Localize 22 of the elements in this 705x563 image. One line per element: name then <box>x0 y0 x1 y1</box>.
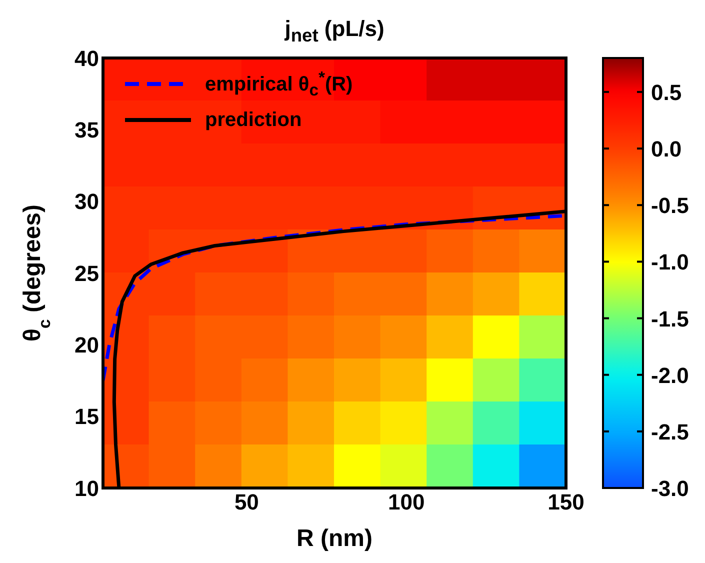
y-tick-label: 15 <box>74 404 99 430</box>
x-tick-label: 50 <box>234 490 259 515</box>
color-bar-label: -2.0 <box>651 362 689 388</box>
color-bar-label: -0.5 <box>651 193 689 218</box>
color-bar-label: -3.0 <box>651 476 689 501</box>
x-axis-title: R (nm) <box>296 525 372 552</box>
legend-label: prediction <box>205 108 302 132</box>
y-tick-label: 35 <box>74 117 99 142</box>
color-bar-label: 0.0 <box>651 136 682 162</box>
chart-title: j$_{net}$ (pL/s) <box>283 16 386 46</box>
y-tick-label: 25 <box>74 260 99 286</box>
y-tick-label: 20 <box>74 332 99 358</box>
legend-label: empirical θ$_{c}$$^{*}$(R) <box>205 68 353 100</box>
color-bar-label: -1.0 <box>651 250 689 275</box>
color-bar-label: -2.5 <box>651 419 689 444</box>
x-tick-label: 100 <box>388 490 425 515</box>
y-tick-label: 40 <box>74 46 99 71</box>
color-bar-label: -1.5 <box>651 306 689 332</box>
color-bar-label: 0.5 <box>651 80 682 105</box>
x-tick-label: 150 <box>548 490 584 515</box>
y-tick-label: 30 <box>74 189 99 214</box>
y-tick-label: 10 <box>74 476 99 501</box>
